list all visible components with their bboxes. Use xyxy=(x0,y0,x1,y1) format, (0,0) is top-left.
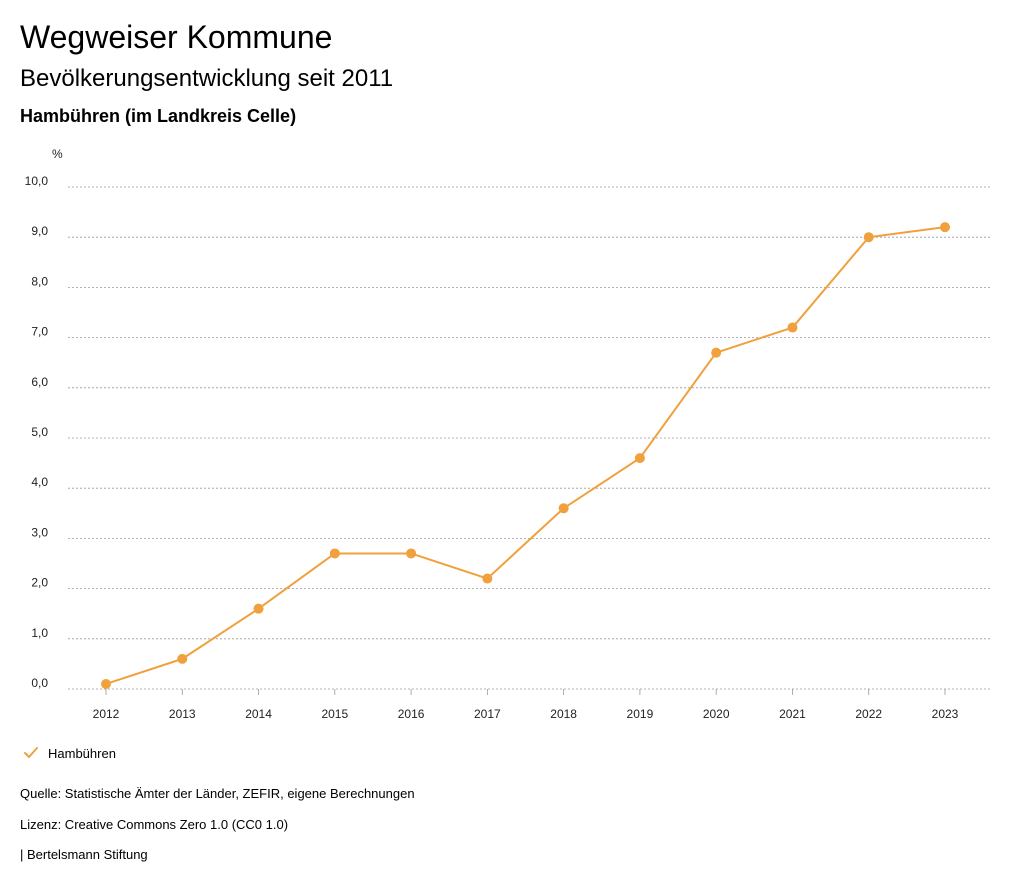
chart-legend[interactable]: Hambühren xyxy=(22,744,116,762)
region-label: Hambühren (im Landkreis Celle) xyxy=(20,106,297,126)
y-tick-label: 0,0 xyxy=(31,676,48,690)
x-tick-label: 2018 xyxy=(550,707,577,721)
data-series xyxy=(101,222,950,689)
data-point xyxy=(482,573,493,584)
data-point xyxy=(329,548,340,559)
x-tick-label: 2015 xyxy=(321,707,348,721)
x-tick-label: 2023 xyxy=(932,707,959,721)
y-axis: 0,0 1,0 2,0 3,0 4,0 5,0 6,0 7,0 8,0 9,0 10,0 xyxy=(25,174,49,690)
data-point xyxy=(787,322,798,333)
data-point xyxy=(634,453,645,464)
x-tick-label: 2016 xyxy=(398,707,425,721)
data-point xyxy=(406,548,417,559)
x-tick-label: 2012 xyxy=(93,707,120,721)
page-title: Wegweiser Kommune xyxy=(20,19,333,55)
y-tick-label: 3,0 xyxy=(31,525,48,539)
x-tick-label: 2013 xyxy=(169,707,196,721)
data-point xyxy=(863,232,874,243)
data-point xyxy=(558,503,569,514)
legend-label: Hambühren xyxy=(48,745,116,761)
publisher-note: | Bertelsmann Stiftung xyxy=(20,847,148,862)
y-tick-label: 9,0 xyxy=(31,224,48,238)
y-tick-label: 2,0 xyxy=(31,576,48,590)
y-tick-label: 6,0 xyxy=(31,375,48,389)
data-point xyxy=(253,603,264,614)
data-point xyxy=(101,678,111,689)
x-tick-label: 2017 xyxy=(474,707,501,721)
chart-subtitle: Bevölkerungsentwicklung seit 2011 xyxy=(20,65,394,92)
y-tick-label: 10,0 xyxy=(25,174,49,188)
y-tick-label: 5,0 xyxy=(31,425,48,439)
data-point xyxy=(711,347,722,358)
y-tick-label: 7,0 xyxy=(31,325,48,339)
data-point xyxy=(940,222,950,233)
checkmark-icon[interactable] xyxy=(22,744,40,762)
x-axis: 2012 2013 2014 2015 2016 2017 2018 2019 2020 2021… xyxy=(93,689,959,721)
x-tick-label: 2021 xyxy=(779,707,806,721)
y-tick-label: 1,0 xyxy=(31,626,48,640)
y-tick-label: 8,0 xyxy=(31,274,48,288)
x-tick-label: 2019 xyxy=(627,707,654,721)
x-tick-label: 2022 xyxy=(855,707,882,721)
source-note: Quelle: Statistische Ämter der Länder, Z… xyxy=(20,786,415,801)
series-line-hambuehren xyxy=(105,226,946,685)
grid-lines xyxy=(68,186,990,690)
y-tick-label: 4,0 xyxy=(31,475,48,489)
x-tick-label: 2020 xyxy=(703,707,730,721)
license-note: Lizenz: Creative Commons Zero 1.0 (CC0 1… xyxy=(20,817,289,832)
data-point xyxy=(177,653,188,664)
x-tick-label: 2014 xyxy=(245,707,272,721)
y-axis-unit-label: % xyxy=(52,147,63,161)
